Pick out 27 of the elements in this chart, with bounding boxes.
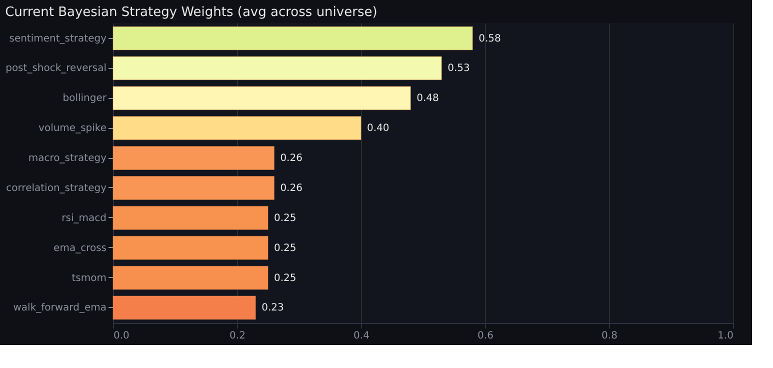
data-label: 0.40 — [367, 123, 390, 134]
data-label: 0.25 — [274, 242, 296, 254]
y-tick-label: rsi_macd — [62, 212, 106, 224]
x-tick-label: 0.6 — [478, 330, 494, 342]
data-label: 0.58 — [478, 33, 501, 44]
chart-title: Current Bayesian Strategy Weights (avg across universe) — [5, 5, 378, 20]
x-tick-label: 0.2 — [230, 330, 246, 342]
y-tick-label: bollinger — [62, 93, 108, 104]
data-label: 0.26 — [280, 182, 302, 194]
data-label: 0.23 — [262, 302, 284, 314]
y-tick-label: ema_cross — [54, 242, 106, 254]
x-tick-label: 0.8 — [602, 330, 618, 342]
data-label: 0.25 — [274, 272, 296, 284]
data-label: 0.26 — [280, 153, 302, 164]
data-label: 0.25 — [274, 212, 296, 224]
y-tick-label: walk_forward_ema — [13, 302, 106, 314]
data-label: 0.53 — [448, 63, 470, 74]
x-tick-label: 0.4 — [354, 330, 370, 342]
y-tick-label: post_shock_reversal — [6, 63, 106, 74]
y-tick-label: macro_strategy — [28, 153, 107, 164]
y-tick-label: tsmom — [72, 272, 106, 284]
x-tick-label: 0.0 — [114, 330, 130, 342]
y-tick-label: volume_spike — [38, 123, 106, 134]
y-tick-label: correlation_strategy — [6, 182, 107, 194]
y-tick-label: sentiment_strategy — [9, 33, 107, 44]
x-tick-label: 1.0 — [718, 330, 734, 342]
data-label: 0.48 — [416, 93, 439, 104]
